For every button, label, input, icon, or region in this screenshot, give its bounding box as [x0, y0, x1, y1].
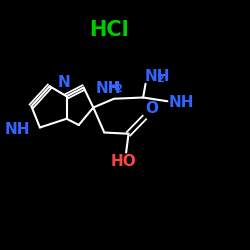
Text: NH: NH — [95, 81, 121, 96]
Text: NH: NH — [144, 69, 170, 84]
Text: NH: NH — [5, 122, 30, 138]
Text: O: O — [146, 101, 158, 116]
Text: 2: 2 — [156, 74, 164, 84]
Text: NH: NH — [169, 95, 194, 110]
Text: 2: 2 — [115, 84, 122, 94]
Text: HCl: HCl — [89, 20, 129, 40]
Text: HO: HO — [111, 154, 136, 169]
Text: N: N — [58, 75, 70, 90]
Text: H: H — [108, 80, 118, 93]
